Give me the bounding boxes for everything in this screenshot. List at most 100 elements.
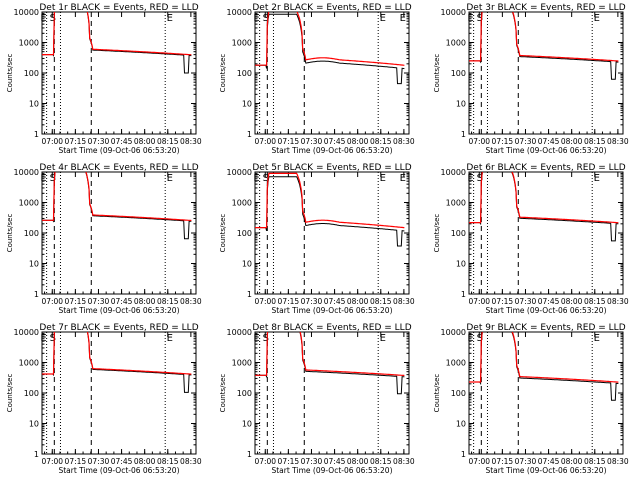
x-tick-label: 07:00 bbox=[254, 297, 276, 306]
x-tick-label: 07:00 bbox=[468, 137, 490, 146]
marker-lines bbox=[473, 12, 593, 134]
y-tick-label: 1 bbox=[34, 290, 39, 299]
panel-2: Det 2r BLACK = Events, RED = LLD 1 10 100 10… bbox=[219, 3, 415, 155]
x-tick-label: 07:15 bbox=[278, 297, 300, 306]
x-tick-label: 07:45 bbox=[111, 137, 133, 146]
x-tick-label: 08:30 bbox=[180, 457, 202, 466]
events-series-line bbox=[469, 12, 619, 80]
x-tick-label: 07:15 bbox=[65, 137, 87, 146]
plot-frame bbox=[468, 331, 624, 455]
plot-frame bbox=[254, 171, 410, 295]
x-axis-label: Start Time (09-Oct-06 06:53:20) bbox=[485, 306, 606, 315]
marker-letter: S bbox=[263, 333, 269, 344]
x-tick-label: 07:30 bbox=[515, 297, 537, 306]
plot-frame bbox=[41, 11, 197, 135]
x-tick-label: 07:30 bbox=[88, 457, 110, 466]
y-tick-label: 1000 bbox=[19, 359, 39, 368]
x-tick-label: 07:00 bbox=[254, 457, 276, 466]
panel-7: Det 7r BLACK = Events, RED = LLD 1 10 100 10… bbox=[6, 323, 202, 475]
x-tick-label: 08:00 bbox=[134, 297, 156, 306]
lld-series-line bbox=[42, 172, 192, 222]
plot-frame bbox=[41, 171, 197, 295]
x-axis-label: Start Time (09-Oct-06 06:53:20) bbox=[271, 146, 392, 155]
x-tick-label: 07:30 bbox=[515, 137, 537, 146]
curves bbox=[42, 12, 192, 74]
plot-frame bbox=[468, 11, 624, 135]
marker-lines bbox=[46, 12, 166, 134]
y-tick-label: 10 bbox=[29, 260, 39, 269]
curves bbox=[255, 172, 405, 247]
y-tick-label: 100 bbox=[451, 229, 466, 238]
marker-lines bbox=[46, 332, 166, 454]
marker-letter: S bbox=[263, 13, 269, 24]
marker-letter: E bbox=[400, 173, 406, 184]
lld-series-line bbox=[469, 12, 619, 62]
y-tick-label: 10 bbox=[29, 100, 39, 109]
events-series-line bbox=[255, 176, 405, 247]
x-tick-label: 07:45 bbox=[538, 137, 560, 146]
x-tick-label: 07:30 bbox=[301, 297, 323, 306]
y-tick-label: 10000 bbox=[441, 328, 466, 337]
curves bbox=[42, 332, 192, 393]
plot-frame bbox=[254, 11, 410, 135]
x-tick-label: 07:15 bbox=[492, 457, 514, 466]
y-tick-label: 10 bbox=[29, 420, 39, 429]
panel-6: Det 6r BLACK = Events, RED = LLD 1 10 100 10… bbox=[433, 163, 629, 315]
marker-letter: S bbox=[477, 13, 483, 24]
x-tick-label: 08:30 bbox=[180, 137, 202, 146]
y-tick-label: 1 bbox=[461, 450, 466, 459]
events-series-line bbox=[469, 332, 619, 401]
y-tick-label: 1000 bbox=[232, 359, 252, 368]
x-tick-label: 08:00 bbox=[134, 457, 156, 466]
x-tick-label: 07:30 bbox=[515, 457, 537, 466]
events-series-line bbox=[42, 172, 192, 240]
x-tick-label: 07:30 bbox=[88, 137, 110, 146]
y-tick-label: 100 bbox=[24, 389, 39, 398]
x-tick-label: 07:00 bbox=[254, 137, 276, 146]
marker-letter: E bbox=[594, 333, 600, 344]
x-tick-label: 08:30 bbox=[607, 457, 629, 466]
y-tick-label: 10 bbox=[242, 420, 252, 429]
x-tick-label: 07:00 bbox=[41, 457, 63, 466]
x-tick-label: 08:00 bbox=[134, 137, 156, 146]
marker-letter: E bbox=[380, 333, 386, 344]
events-series-line bbox=[255, 13, 405, 85]
y-axis-label: Counts/sec bbox=[433, 54, 441, 93]
x-tick-label: 08:15 bbox=[584, 137, 606, 146]
x-tick-label: 07:00 bbox=[468, 457, 490, 466]
y-tick-label: 10 bbox=[242, 260, 252, 269]
panel-title: Det 9r BLACK = Events, RED = LLD bbox=[466, 323, 625, 333]
y-tick-label: 1 bbox=[34, 130, 39, 139]
marker-letter: E bbox=[40, 333, 46, 344]
panel-title: Det 5r BLACK = Events, RED = LLD bbox=[252, 163, 411, 173]
panel-title: Det 6r BLACK = Events, RED = LLD bbox=[466, 163, 625, 173]
x-tick-label: 07:45 bbox=[538, 457, 560, 466]
panel-title: Det 3r BLACK = Events, RED = LLD bbox=[466, 3, 625, 13]
y-tick-label: 10 bbox=[242, 100, 252, 109]
x-tick-label: 07:45 bbox=[324, 137, 346, 146]
y-tick-label: 100 bbox=[451, 389, 466, 398]
y-axis-label: Counts/sec bbox=[433, 374, 441, 413]
x-axis-label: Start Time (09-Oct-06 06:53:20) bbox=[58, 466, 179, 475]
x-tick-label: 08:15 bbox=[157, 457, 179, 466]
curves bbox=[255, 12, 405, 85]
marker-lines bbox=[259, 12, 379, 134]
marker-letter: E bbox=[167, 173, 173, 184]
y-tick-label: 1000 bbox=[446, 199, 466, 208]
x-tick-label: 08:00 bbox=[561, 457, 583, 466]
y-axis-label: Counts/sec bbox=[219, 374, 227, 413]
lld-series-line bbox=[469, 332, 619, 383]
y-axis-label: Counts/sec bbox=[6, 54, 14, 93]
y-tick-label: 1000 bbox=[19, 199, 39, 208]
y-tick-label: 10000 bbox=[14, 328, 39, 337]
marker-letter: E bbox=[467, 173, 473, 184]
y-tick-label: 100 bbox=[237, 229, 252, 238]
events-series-line bbox=[42, 332, 192, 393]
y-tick-label: 1000 bbox=[232, 199, 252, 208]
panel-1: Det 1r BLACK = Events, RED = LLD 1 10 100 10… bbox=[6, 3, 202, 155]
x-tick-label: 07:15 bbox=[278, 137, 300, 146]
panel-title: Det 4r BLACK = Events, RED = LLD bbox=[39, 163, 198, 173]
x-tick-label: 07:15 bbox=[278, 457, 300, 466]
curves bbox=[469, 332, 619, 401]
